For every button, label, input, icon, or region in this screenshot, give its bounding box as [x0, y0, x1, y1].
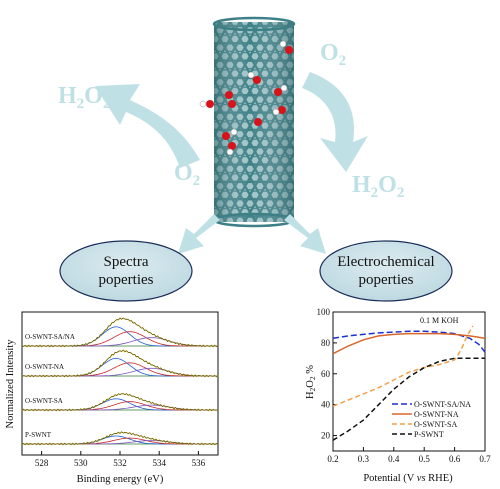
xps-raw-data [21, 349, 219, 378]
xps-ylabel: Normalized Intensity [5, 339, 16, 429]
right-product-label: H2O2 [352, 172, 404, 201]
h2o2-legend-label: O-SWNT-SA [414, 420, 457, 429]
left-curved-arrow [95, 84, 200, 168]
xps-xtick-label: 536 [192, 458, 206, 468]
oxygen-groups [199, 40, 293, 156]
h2o2-legend-label: O-SWNT-NA [414, 410, 459, 419]
h2o2-ytick-label: 20 [321, 431, 331, 441]
spectra-oval-line1: Spectra [104, 254, 149, 270]
h2o2-series-line [332, 357, 485, 441]
xps-xlabel: Binding energy (eV) [77, 474, 164, 485]
right-curved-arrow [302, 72, 368, 172]
h2o2-ylabel: H2O2 % [305, 365, 317, 399]
h2o2-xtick-label: 0.6 [449, 454, 461, 464]
h2o2-ytick-label: 60 [321, 369, 331, 379]
xps-raw-data [21, 393, 219, 412]
h2o2-xtick-label: 0.7 [479, 454, 491, 464]
h2o2-legend-label: O-SWNT-SA/NA [414, 400, 471, 409]
electro-oval-line2: poperties [359, 272, 414, 288]
xps-xtick-label: 530 [74, 458, 88, 468]
xps-component [22, 404, 218, 411]
left-reactant-label: O2 [174, 160, 200, 189]
h2o2-xtick-label: 0.4 [388, 454, 400, 464]
h2o2-ytick-label: 100 [317, 307, 331, 317]
left-product-label: H2O2 [58, 83, 110, 112]
h2o2-series-line [332, 325, 474, 407]
h2o2-panel: H2O2 % Potential (V vs RHE) 0.1 M KOH 0.… [305, 307, 491, 484]
right-reactant-label: O2 [320, 40, 346, 69]
xps-trace-label: O-SWNT-SA/NA [25, 333, 75, 341]
xps-xtick-label: 528 [35, 458, 49, 468]
h2o2-series-line [332, 332, 486, 355]
xps-component [22, 435, 218, 445]
h2o2-legend-label: P-SWNT [414, 430, 444, 439]
xps-xtick-label: 532 [113, 458, 127, 468]
xps-raw-data [21, 317, 219, 348]
spectra-oval-line2: poperties [99, 272, 154, 288]
xps-trace-label: O-SWNT-NA [25, 363, 64, 371]
xps-trace-label: P-SWNT [25, 431, 52, 439]
down-right-arrow [284, 214, 326, 254]
h2o2-xtick-label: 0.2 [327, 454, 338, 464]
h2o2-series-line [332, 330, 486, 353]
xps-component [22, 367, 218, 377]
h2o2-xtick-label: 0.3 [358, 454, 370, 464]
xps-trace-label: O-SWNT-SA [25, 397, 63, 405]
electro-oval: Electrochemical poperties [319, 240, 453, 302]
xps-raw-data [21, 431, 219, 446]
down-left-arrow [178, 214, 220, 254]
h2o2-xlabel: Potential (V vs RHE) [363, 473, 453, 484]
electro-oval-line1: Electrochemical [337, 254, 434, 270]
electrolyte-annotation: 0.1 M KOH [420, 316, 459, 325]
h2o2-xtick-label: 0.5 [419, 454, 431, 464]
xps-component [22, 440, 218, 445]
h2o2-ytick-label: 40 [321, 400, 331, 410]
xps-xtick-label: 534 [152, 458, 166, 468]
h2o2-frame [332, 311, 486, 452]
spectra-oval: Spectra poperties [59, 240, 193, 302]
xps-panel: Normalized Intensity Binding energy (eV)… [5, 311, 219, 485]
h2o2-ytick-label: 80 [321, 338, 331, 348]
